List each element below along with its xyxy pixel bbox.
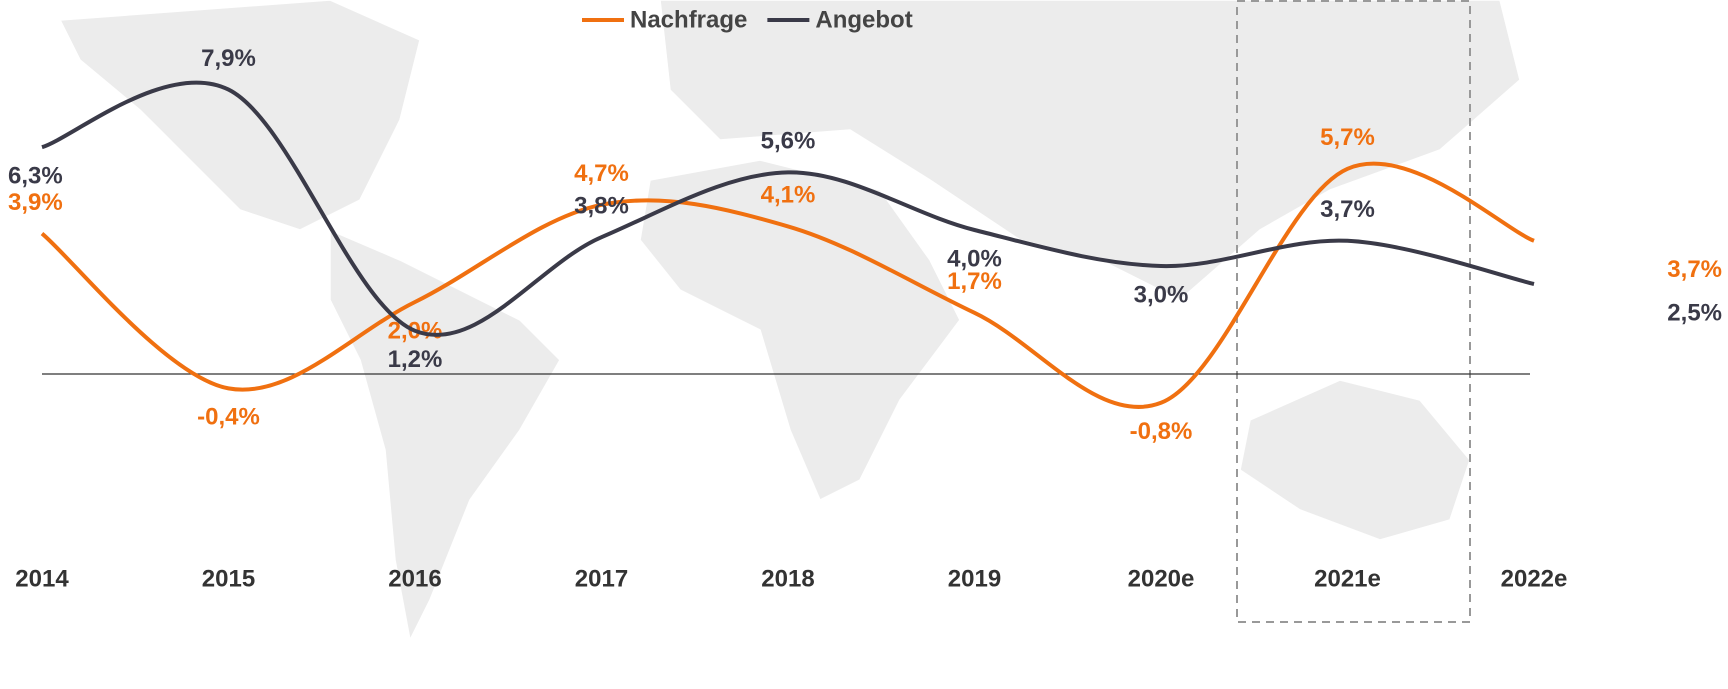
x-tick-label: 2022e	[1501, 565, 1568, 592]
data-label: -0,8%	[1130, 418, 1193, 445]
data-label: 3,0%	[1134, 281, 1189, 308]
data-label: 3,9%	[8, 189, 63, 216]
data-label: 5,6%	[761, 128, 816, 155]
north-america	[58, 0, 421, 231]
forecast-box	[1236, 0, 1471, 623]
legend-label: Angebot	[815, 6, 912, 33]
eurasia	[659, 0, 1521, 301]
x-tick-label: 2021e	[1314, 565, 1381, 592]
data-label: 5,7%	[1320, 124, 1375, 151]
data-label: 4,1%	[761, 182, 816, 209]
south-america	[329, 228, 561, 643]
series-line	[41, 80, 1535, 337]
data-label: 4,0%	[947, 245, 1002, 272]
world-map-background	[58, 0, 1521, 643]
x-tick-label: 2016	[388, 565, 441, 592]
data-label: 7,9%	[201, 45, 256, 72]
x-tick-label: 2019	[948, 565, 1001, 592]
data-label: 3,7%	[1320, 196, 1375, 223]
data-label: 4,7%	[574, 160, 629, 187]
x-tick-label: 2017	[575, 565, 628, 592]
data-label: 1,7%	[947, 268, 1002, 295]
x-tick-label: 2020e	[1128, 565, 1195, 592]
legend: Nachfrage Angebot	[582, 6, 913, 33]
x-tick-label: 2014	[15, 565, 69, 592]
x-tick-label: 2018	[761, 565, 814, 592]
africa	[639, 159, 961, 502]
data-label: 3,8%	[574, 193, 629, 220]
australia	[1239, 379, 1471, 541]
legend-label: Nachfrage	[630, 6, 747, 33]
data-label: -0,4%	[197, 404, 260, 431]
series-line	[40, 161, 1535, 410]
data-label: 6,3%	[8, 163, 63, 190]
x-tick-label: 2015	[202, 565, 255, 592]
data-label: 3,7%	[1667, 256, 1722, 283]
data-label: 1,2%	[388, 346, 443, 373]
data-label: 2,5%	[1667, 299, 1722, 326]
